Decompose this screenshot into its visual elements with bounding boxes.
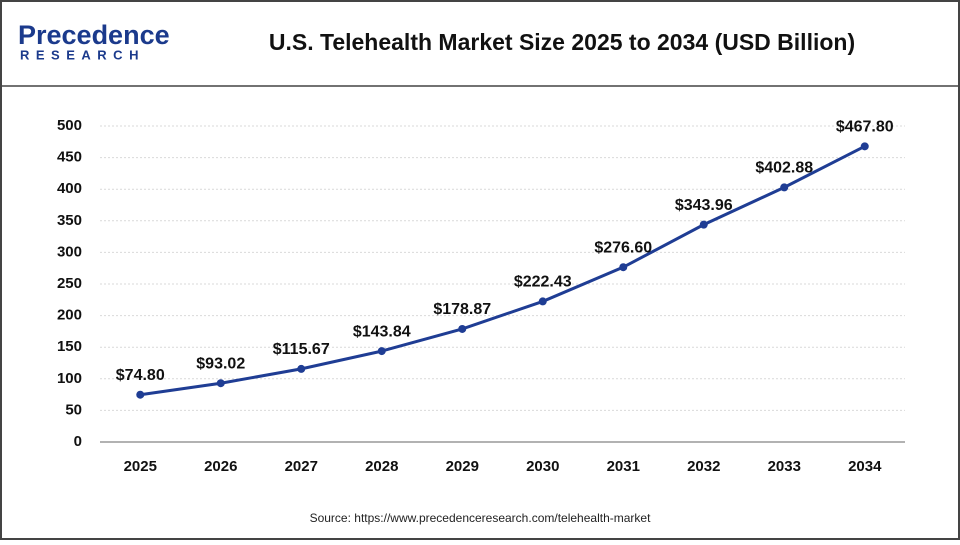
y-tick-label: 450 <box>57 149 82 166</box>
x-tick-label: 2033 <box>768 458 801 475</box>
y-tick-label: 50 <box>65 401 82 418</box>
x-tick-label: 2027 <box>285 458 318 475</box>
y-tick-label: 100 <box>57 370 82 387</box>
data-point <box>860 142 869 151</box>
data-label: $222.43 <box>514 274 572 291</box>
logo-name: Precedence <box>18 20 170 50</box>
data-label: $178.87 <box>433 301 491 318</box>
chart-title: U.S. Telehealth Market Size 2025 to 2034… <box>269 29 855 55</box>
y-tick-label: 500 <box>57 117 82 134</box>
data-point <box>136 390 145 399</box>
x-tick-label: 2034 <box>848 458 882 475</box>
x-tick-label: 2032 <box>687 458 720 475</box>
data-label: $115.67 <box>273 341 330 358</box>
y-tick-label: 300 <box>57 243 82 260</box>
y-tick-label: 350 <box>57 212 82 229</box>
y-tick-label: 400 <box>57 180 82 197</box>
data-point <box>458 324 467 333</box>
x-tick-label: 2026 <box>204 458 237 475</box>
data-label: $74.80 <box>116 367 165 384</box>
data-point <box>780 183 789 192</box>
source: Source: https://www.precedenceresearch.c… <box>310 511 651 525</box>
data-point <box>216 379 225 388</box>
data-point <box>538 297 547 306</box>
data-point <box>699 220 708 229</box>
data-label: $343.96 <box>675 197 733 214</box>
data-label: $467.80 <box>836 119 894 136</box>
data-point <box>297 364 306 373</box>
x-tick-label: 2031 <box>607 458 640 475</box>
x-tick-label: 2029 <box>446 458 479 475</box>
data-label: $143.84 <box>353 323 411 340</box>
data-point <box>619 263 628 272</box>
data-point <box>377 347 386 356</box>
data-line <box>140 145 866 397</box>
logo-tagline: RESEARCH <box>20 47 145 62</box>
data-label: $402.88 <box>755 160 813 177</box>
y-tick-label: 200 <box>57 307 82 324</box>
x-tick-label: 2025 <box>124 458 157 475</box>
data-label: $93.02 <box>196 355 245 372</box>
data-label: $276.60 <box>594 239 652 256</box>
y-tick-label: 250 <box>57 275 82 292</box>
x-tick-label: 2030 <box>526 458 559 475</box>
y-tick-label: 150 <box>57 338 82 355</box>
x-tick-label: 2028 <box>365 458 398 475</box>
y-tick-label: 0 <box>74 433 82 450</box>
